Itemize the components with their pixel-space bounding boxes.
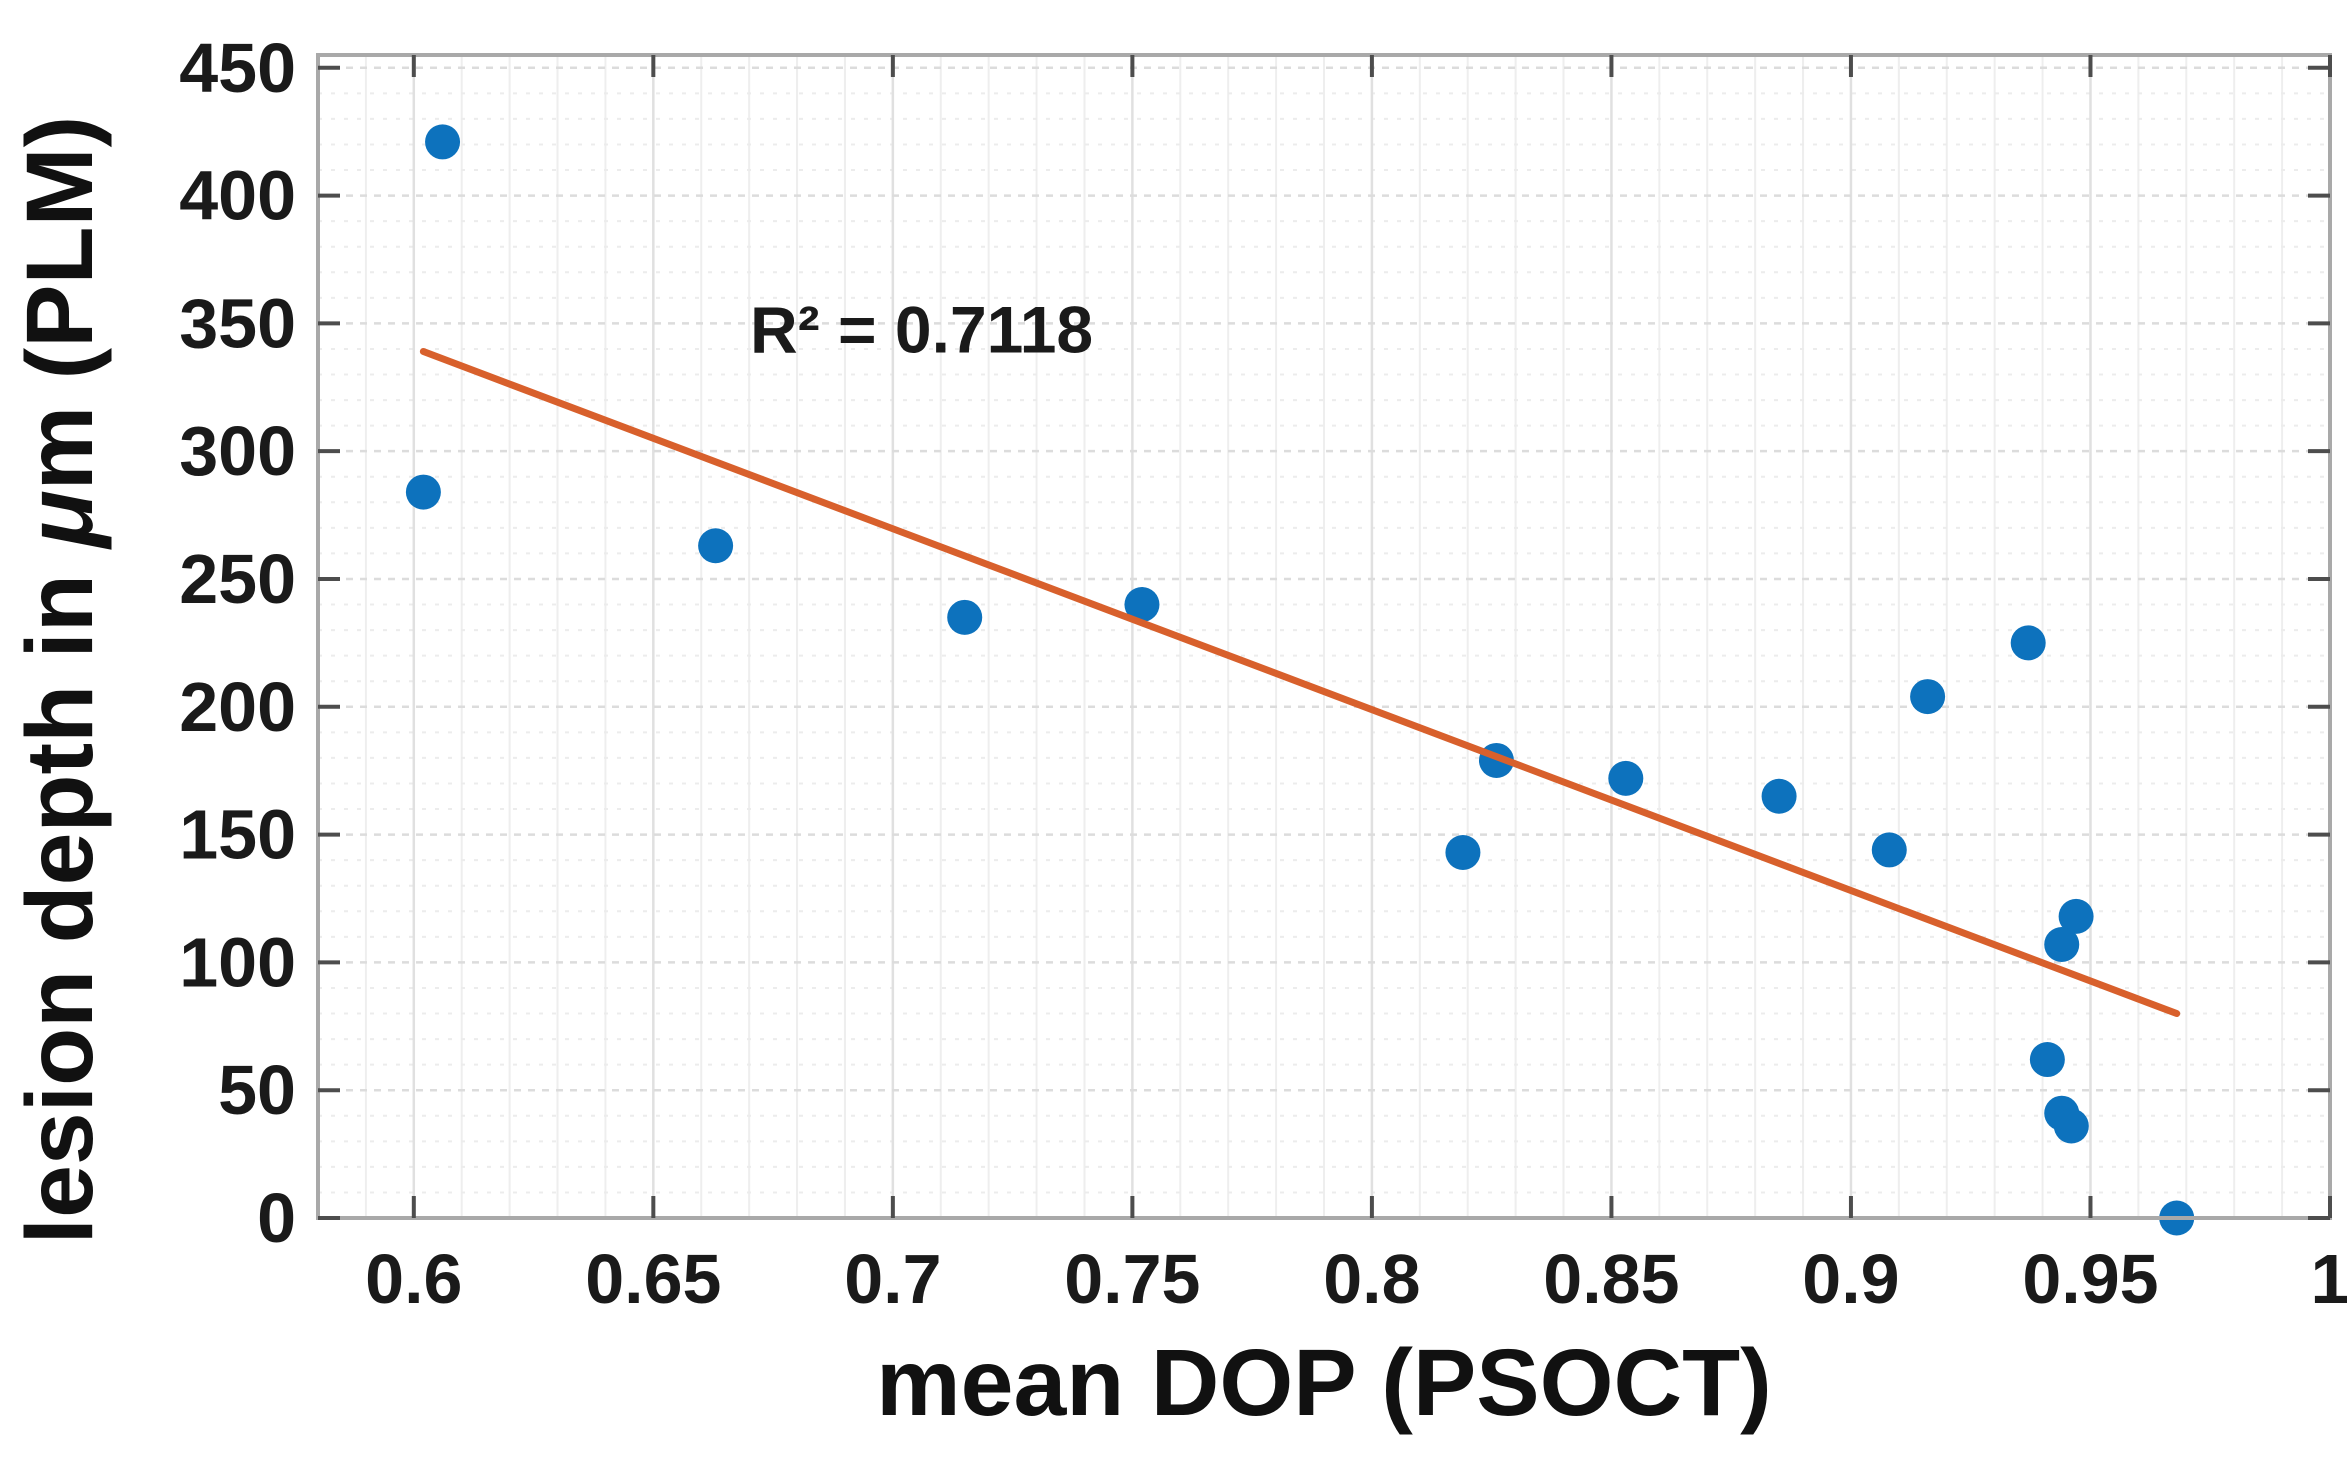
x-tick-label: 0.85 — [1543, 1240, 1679, 1318]
y-tick-label: 0 — [257, 1179, 296, 1257]
regression-line — [419, 348, 2181, 1018]
x-tick-label: 0.9 — [1802, 1240, 1899, 1318]
y-tick-label: 50 — [218, 1051, 296, 1129]
tick-marks — [318, 55, 2332, 1220]
data-point — [1910, 679, 1946, 715]
major-gridlines — [318, 55, 2330, 1218]
x-tick-label: 1 — [2311, 1240, 2347, 1318]
data-point — [947, 599, 983, 635]
data-point — [1608, 760, 1644, 796]
y-tick-label: 450 — [179, 29, 296, 107]
x-axis-label: mean DOP (PSOCT) — [876, 1330, 1772, 1436]
x-tick-label: 0.6 — [365, 1240, 462, 1318]
data-point — [2058, 898, 2094, 934]
y-tick-label: 150 — [179, 796, 296, 874]
data-point — [2044, 927, 2080, 963]
data-point — [1761, 778, 1797, 814]
x-tick-label: 0.7 — [844, 1240, 941, 1318]
y-axis-label: lesion depth in μm (PLM) — [7, 116, 113, 1245]
r-squared-annotation: R² = 0.7118 — [750, 292, 1093, 366]
data-points — [405, 124, 2195, 1236]
x-tick-label: 0.95 — [2022, 1240, 2158, 1318]
y-tick-label: 250 — [179, 540, 296, 618]
data-point — [1445, 834, 1481, 870]
data-point — [2029, 1042, 2065, 1078]
y-tick-label: 100 — [179, 923, 296, 1001]
trend-line — [419, 348, 2181, 1018]
data-point — [1124, 587, 1160, 623]
data-point — [425, 124, 461, 160]
x-tick-label: 0.75 — [1064, 1240, 1200, 1318]
x-tick-labels: 0.6 0.65 0.7 0.75 0.8 0.85 0.9 0.95 1 — [365, 1240, 2347, 1318]
data-point — [405, 474, 441, 510]
y-tick-label: 300 — [179, 412, 296, 490]
data-point — [2010, 625, 2046, 661]
x-tick-label: 0.8 — [1323, 1240, 1420, 1318]
data-point — [1871, 832, 1907, 868]
y-tick-labels: 0 50 100 150 200 250 300 350 400 450 — [179, 29, 296, 1257]
y-tick-label: 350 — [179, 284, 296, 362]
y-tick-label: 200 — [179, 668, 296, 746]
axes-frame — [316, 53, 2332, 1220]
x-tick-label: 0.65 — [585, 1240, 721, 1318]
y-tick-label: 400 — [179, 157, 296, 235]
plot-box — [316, 53, 2332, 1220]
data-point — [2053, 1108, 2089, 1144]
data-point — [698, 528, 734, 564]
